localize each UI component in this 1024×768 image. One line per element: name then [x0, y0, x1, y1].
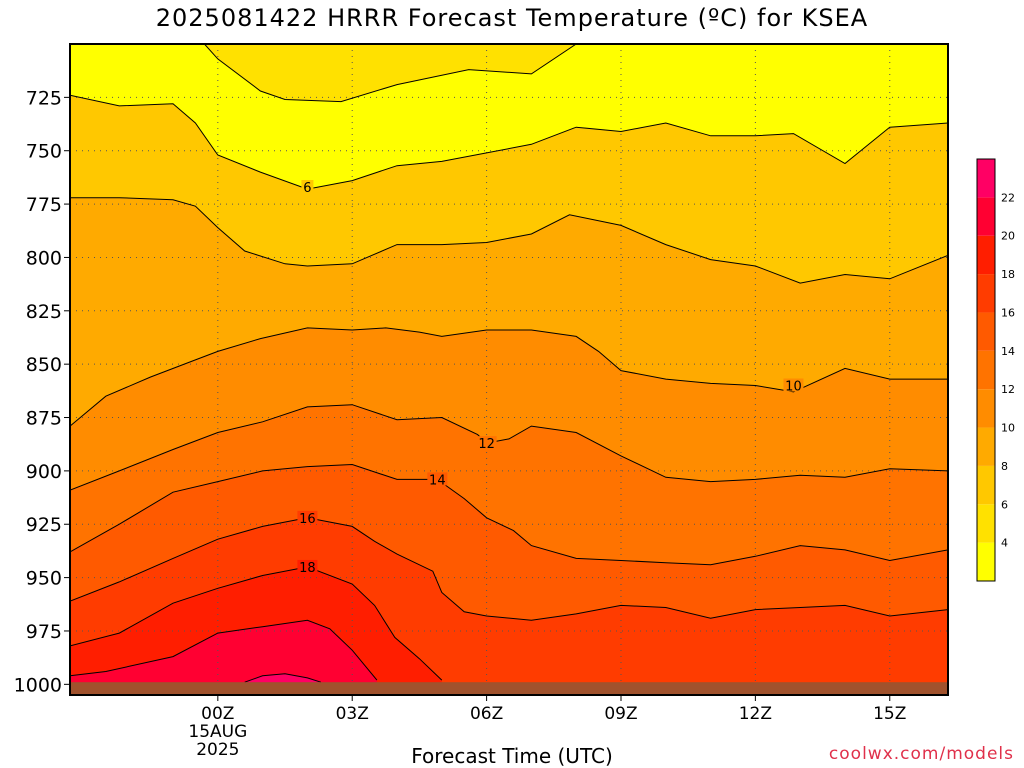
colorbar-label: 14 [1001, 345, 1015, 358]
isotherm-label-bg-12 [476, 436, 497, 450]
colorbar-label: 18 [1001, 268, 1015, 281]
x-tick-label: 15Z [873, 704, 906, 724]
colorbar-swatch-10 [977, 389, 995, 428]
colorbar-swatch-22 [977, 159, 995, 198]
y-tick-label: 950 [26, 568, 62, 590]
isotherm-label-bg-6 [301, 180, 314, 194]
ground-band [70, 682, 948, 695]
isotherm-10 [70, 327, 948, 427]
y-axis: 725 750 775 800 825 850 875 900 925 950 975 1000 [14, 87, 70, 696]
isotherm-14 [70, 463, 948, 566]
colorbar-swatch-16 [977, 274, 995, 313]
colorbar-label: 20 [1001, 230, 1015, 243]
isotherm-label-bg-18 [297, 559, 318, 573]
y-tick-label: 750 [26, 141, 62, 163]
x-tick-sublabel: 2025 [196, 740, 239, 760]
x-tick-label: 12Z [739, 704, 772, 724]
colorbar-label: 12 [1001, 383, 1015, 396]
isotherm-6 [70, 94, 948, 190]
colorbar-swatch-6 [977, 465, 995, 505]
colorbar-label: 4 [1001, 537, 1008, 550]
x-tick-label: 03Z [336, 704, 369, 724]
colorbar-swatch-20 [977, 197, 995, 236]
colorbar-frame [976, 158, 996, 582]
isotherm-4 [204, 44, 577, 103]
credit-link[interactable]: coolwx.com/models [828, 744, 1014, 764]
isotherm-16 [70, 517, 948, 621]
colorbar-swatch-4 [977, 504, 995, 543]
y-tick-label: 975 [26, 621, 62, 643]
y-tick-label: 725 [26, 87, 62, 109]
isotherm-label-12: 12 [478, 437, 495, 452]
isotherm-label-bg-10 [783, 378, 804, 392]
y-tick-label: 875 [26, 408, 62, 430]
colorbar-swatch-8 [977, 427, 995, 466]
x-tick-sublabel: 15AUG [188, 722, 247, 742]
isotherm-label-14: 14 [429, 473, 446, 488]
colorbar-label: 16 [1001, 306, 1015, 319]
contour-fills [70, 44, 948, 695]
colorbar-swatch-2 [977, 542, 995, 581]
colorbar-label: 22 [1001, 191, 1015, 204]
isotherm-12 [70, 404, 948, 491]
colorbar-swatch-12 [977, 350, 995, 390]
isotherm-label-18: 18 [299, 561, 316, 576]
y-tick-label: 800 [26, 247, 62, 269]
x-tick-label: 06Z [470, 704, 503, 724]
contour-fill-4 [204, 44, 577, 102]
isotherm-label-16: 16 [299, 512, 316, 527]
y-tick-label: 1000 [14, 674, 62, 696]
x-tick-label: 09Z [604, 704, 637, 724]
plot-frame [69, 43, 949, 696]
isotherm-label-bg-16 [297, 510, 318, 524]
colorbar-label: 6 [1001, 498, 1008, 511]
isotherm-label-6: 6 [303, 181, 311, 196]
y-tick-label: 825 [26, 301, 62, 323]
colorbar: 4 6 8 10 12 14 16 18 20 22 [976, 158, 1015, 582]
y-tick-label: 925 [26, 514, 62, 536]
isotherm-20 [70, 619, 378, 681]
colorbar-swatch-18 [977, 235, 995, 275]
y-tick-label: 850 [26, 354, 62, 376]
isotherm-label-bg-14 [427, 472, 448, 486]
isotherm-label-10: 10 [785, 380, 802, 395]
y-tick-label: 775 [26, 194, 62, 216]
colorbar-label: 8 [1001, 460, 1008, 473]
colorbar-label: 10 [1001, 422, 1015, 435]
isotherm-lines [70, 44, 948, 683]
isotherm-22 [244, 673, 322, 683]
x-axis-title: Forecast Time (UTC) [411, 744, 613, 768]
colorbar-swatch-14 [977, 312, 995, 351]
x-tick-label: 00Z [201, 704, 234, 724]
isotherm-8 [70, 197, 948, 284]
y-tick-label: 900 [26, 461, 62, 483]
chart-title: 2025081422 HRRR Forecast Temperature (ºC… [155, 4, 869, 32]
